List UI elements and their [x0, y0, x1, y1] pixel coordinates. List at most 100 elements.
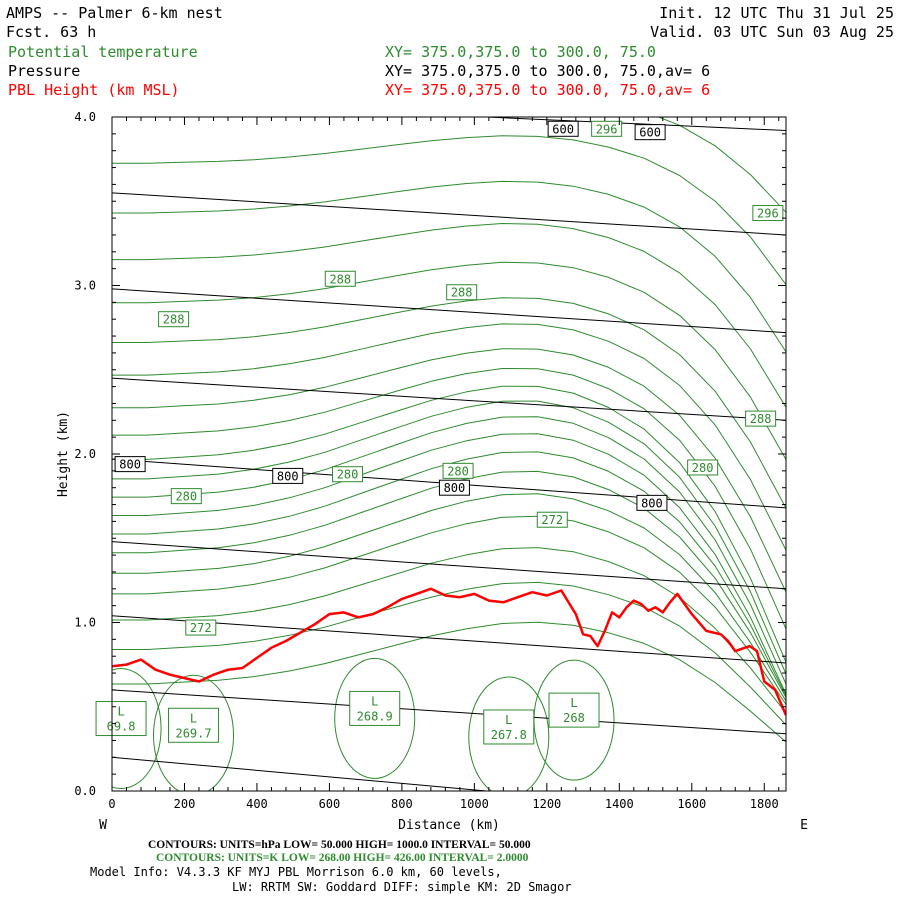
- low-marker-box: [168, 707, 220, 743]
- theta-label-box: [158, 311, 190, 328]
- pressure-contour-line: [112, 288, 786, 334]
- field-xy-theta: XY= 375.0,375.0 to 300.0, 75.0: [385, 43, 656, 61]
- theta-label-text: 272: [541, 513, 563, 527]
- pressure-label-box: [547, 120, 579, 137]
- pressure-label: 800: [272, 467, 304, 484]
- theta-label-box: [745, 410, 777, 427]
- chart-title: AMPS -- Palmer 6-km nest: [6, 4, 223, 22]
- theta-label: 272: [185, 619, 217, 636]
- theta-label-text: 288: [750, 412, 772, 426]
- low-marker-box: [548, 692, 600, 728]
- theta-label-text: 288: [451, 286, 473, 300]
- pressure-contour-line: [112, 756, 493, 791]
- pbl-height-line: [112, 587, 786, 716]
- theta-contour-line: [112, 621, 786, 743]
- theta-label: 288: [745, 410, 777, 427]
- pressure-contour-line: [112, 541, 786, 590]
- pressure-label-box: [634, 124, 666, 141]
- theta-label-text: 296: [757, 207, 779, 221]
- theta-label-box: [324, 270, 356, 287]
- theta-contour-line: [112, 493, 786, 702]
- pressure-label-text: 800: [444, 481, 466, 495]
- theta-label-text: 288: [163, 313, 185, 327]
- footer-pressure-contours: CONTOURS: UNITS=hPa LOW= 50.000 HIGH= 10…: [148, 839, 531, 851]
- field-label-theta: Potential temperature: [8, 43, 198, 61]
- x-tick-label: 1000: [460, 797, 489, 811]
- east-label: E: [800, 818, 808, 833]
- x-tick-label: 0: [108, 797, 115, 811]
- pbl-height: [112, 587, 786, 716]
- footer: CONTOURS: UNITS=hPa LOW= 50.000 HIGH= 10…: [90, 839, 572, 894]
- low-marker-value: 268: [563, 711, 585, 725]
- footer-physics: LW: RRTM SW: Goddard DIFF: simple KM: 2D…: [232, 880, 572, 894]
- low-marker-box: [95, 701, 147, 737]
- pressure-contour-line: [112, 377, 786, 421]
- pressure-contour-line: [112, 192, 786, 236]
- low-marker: L69.8: [95, 701, 147, 737]
- low-marker-value: 268.9: [357, 709, 393, 723]
- pressure-contours: [112, 117, 786, 791]
- y-tick-label: 3.0: [74, 279, 96, 293]
- low-marker-value: 269.7: [175, 726, 211, 740]
- x-tick-label: 1600: [677, 797, 706, 811]
- x-tick-label: 200: [174, 797, 196, 811]
- y-tick-label: 0.0: [74, 784, 96, 798]
- low-marker-box: [483, 709, 535, 745]
- theta-label-box: [170, 488, 202, 505]
- theta-contour-line: [112, 368, 786, 630]
- pressure-label-box: [114, 456, 146, 473]
- theta-label-text: 272: [190, 621, 212, 635]
- low-markers: [112, 657, 615, 791]
- contour-labels: 272 272 280 280 280 280 288 288 288 288 296 296 800 8…: [95, 120, 784, 745]
- theta-label-box: [536, 511, 568, 528]
- y-axis-label: Height (km): [56, 411, 71, 497]
- low-marker-letter: L: [190, 711, 197, 725]
- field-label-pressure: Pressure: [8, 62, 80, 80]
- theta-label-text: 280: [337, 468, 359, 482]
- x-tick-label: 600: [319, 797, 341, 811]
- theta-label: 280: [687, 459, 719, 476]
- y-tick-label: 4.0: [74, 110, 96, 124]
- pressure-label-box: [272, 467, 304, 484]
- pressure-label-text: 800: [641, 496, 663, 510]
- pressure-label: 600: [634, 124, 666, 141]
- theta-label: 280: [442, 462, 474, 479]
- theta-contour-line: [112, 348, 786, 593]
- theta-label-text: 280: [447, 464, 469, 478]
- pressure-contour-line: [112, 615, 786, 664]
- low-marker-value: 267.8: [491, 728, 527, 742]
- footer-model-info: Model Info: V4.3.3 KF MYJ PBL Morrison 6…: [90, 865, 502, 879]
- theta-label: 288: [324, 270, 356, 287]
- pressure-label: 800: [636, 494, 668, 511]
- theta-contour-line: [112, 385, 786, 663]
- low-contour: [334, 657, 416, 779]
- low-contour: [153, 674, 235, 791]
- theta-label-box: [185, 619, 217, 636]
- low-marker-letter: L: [505, 713, 512, 727]
- theta-label-box: [687, 459, 719, 476]
- theta-label: 288: [446, 284, 478, 301]
- theta-label-box: [446, 284, 478, 301]
- low-contour: [468, 676, 550, 791]
- theta-label: 272: [536, 511, 568, 528]
- pressure-contour-line: [112, 689, 786, 735]
- low-marker-letter: L: [117, 705, 124, 719]
- theta-contour-line: [112, 416, 786, 685]
- theta-label: 280: [170, 488, 202, 505]
- forecast-hour: Fcst. 63 h: [6, 23, 96, 41]
- theta-contour-line: [112, 135, 786, 285]
- theta-label-box: [752, 205, 784, 222]
- y-tick-label: 1.0: [74, 616, 96, 630]
- field-xy-pressure: XY= 375.0,375.0 to 300.0, 75.0,av= 6: [385, 62, 710, 80]
- x-tick-label: 1400: [605, 797, 634, 811]
- theta-contours: [112, 117, 786, 743]
- theta-label-box: [332, 466, 364, 483]
- init-time: Init. 12 UTC Thu 31 Jul 25: [659, 4, 894, 22]
- theta-label: 280: [332, 466, 364, 483]
- theta-label-box: [591, 120, 623, 137]
